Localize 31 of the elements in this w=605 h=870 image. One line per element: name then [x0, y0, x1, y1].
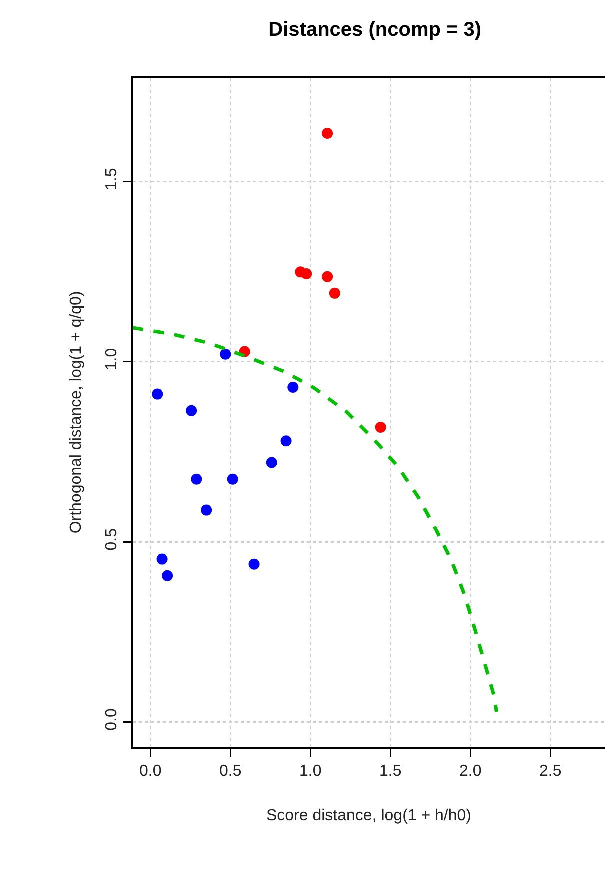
x-tick-label: 0.5	[219, 763, 242, 780]
point	[152, 388, 164, 400]
point	[156, 554, 168, 565]
point	[322, 271, 334, 282]
x-tick-label: 1.5	[379, 763, 402, 780]
point	[280, 436, 292, 447]
point	[301, 268, 312, 280]
y-tick-label: 0.0	[104, 708, 121, 731]
point	[191, 474, 202, 485]
y-axis-title: Orthogonal distance, log(1 + q/q0)	[68, 291, 85, 534]
point	[162, 570, 174, 582]
point	[329, 288, 340, 299]
point	[186, 405, 198, 416]
point	[375, 422, 386, 433]
point	[220, 348, 232, 360]
x-tick-label: 2.5	[539, 763, 562, 780]
x-tick-label: 2.0	[459, 763, 482, 780]
chart-title: Distances (ncomp = 3)	[268, 18, 482, 41]
point	[288, 382, 299, 393]
point	[322, 128, 334, 139]
point	[248, 558, 260, 570]
x-tick-label: 0.0	[139, 763, 162, 780]
point	[201, 504, 212, 516]
x-axis-title: Score distance, log(1 + h/h0)	[266, 807, 472, 824]
x-tick-label: 1.0	[299, 763, 322, 780]
point	[266, 457, 278, 468]
line-series	[133, 326, 498, 714]
y-tick-label: 1.5	[104, 168, 121, 190]
point	[227, 474, 238, 485]
y-tick-label: 1.0	[104, 348, 121, 371]
y-tick-label: 0.5	[104, 528, 121, 551]
